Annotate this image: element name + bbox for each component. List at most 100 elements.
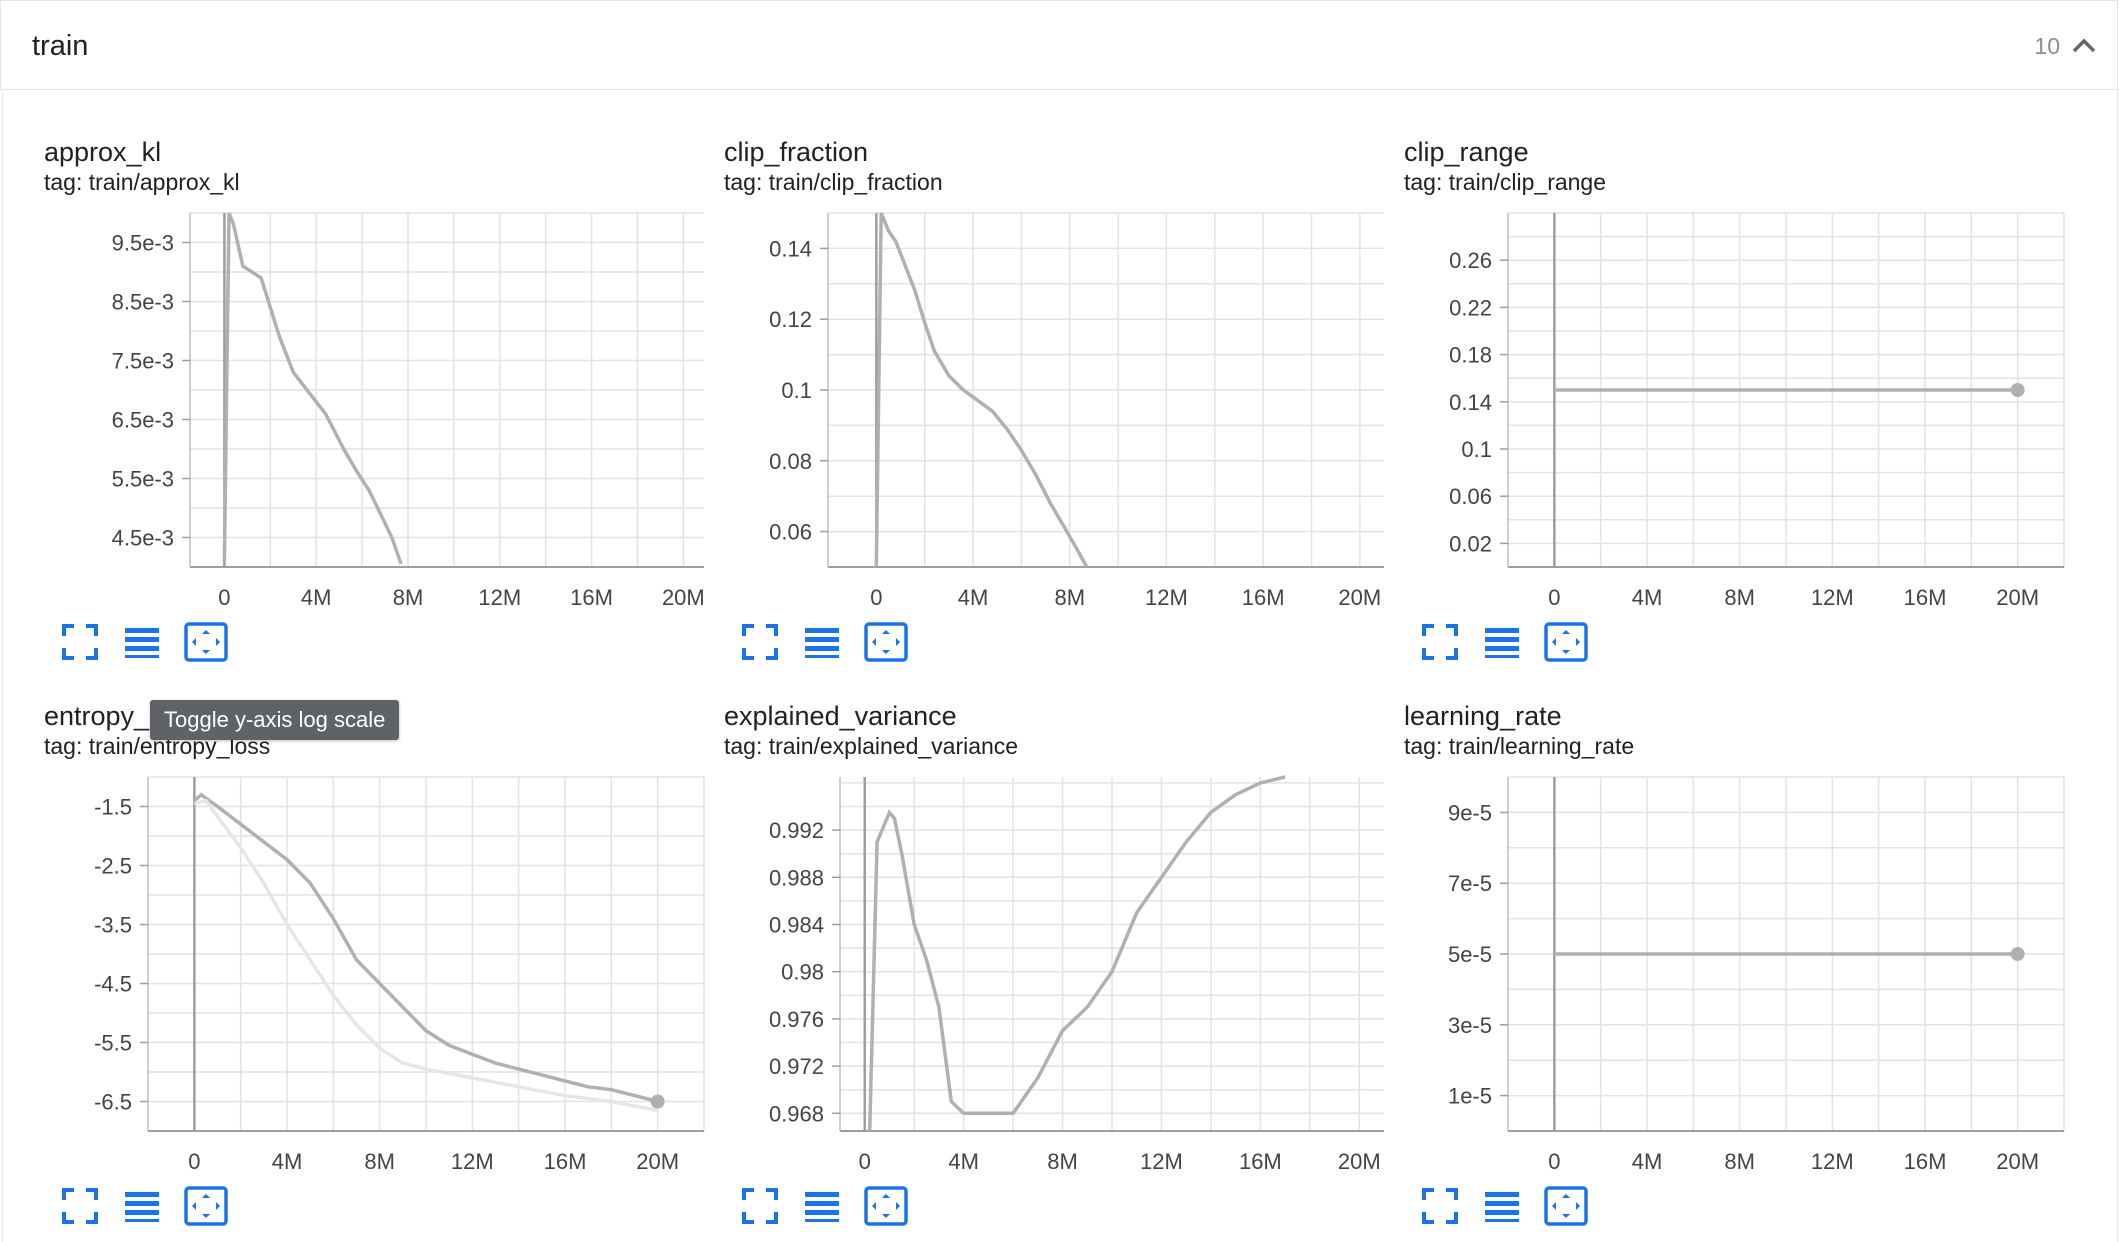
x-tick-label: 8M (364, 1149, 395, 1174)
toggle-log-scale-button[interactable] (122, 622, 166, 662)
chart-svg: 4.5e-3 5.5e-3 6.5e-3 7.5e-3 8.5e-3 9.5e-3 0 4M 8… (112, 212, 705, 610)
card-title: approx_kl (44, 137, 162, 167)
y-tick-label: -5.5 (94, 1031, 132, 1056)
section-count: 10 (2034, 33, 2060, 59)
chart-card: clip_fraction tag: train/clip_fraction 0.0… (724, 95, 1414, 662)
x-tick-label: 8M (393, 585, 424, 610)
fullscreen-button[interactable] (1420, 1186, 1464, 1226)
x-tick-label: 16M (570, 585, 613, 610)
card-title: clip_range (1404, 137, 1529, 167)
fit-domain-button[interactable] (864, 1186, 908, 1226)
toggle-log-scale-button[interactable] (802, 622, 846, 662)
fullscreen-icon (62, 624, 98, 660)
y-tick-label: 8.5e-3 (112, 290, 174, 315)
card-tag: tag: train/clip_range (1404, 169, 1607, 195)
card-title: explained_variance (724, 701, 957, 731)
fit-domain-button[interactable] (184, 622, 228, 662)
card-tag: tag: train/clip_fraction (724, 169, 943, 195)
series-line (222, 212, 403, 565)
chevron-up-icon[interactable] (2069, 31, 2099, 61)
fullscreen-button[interactable] (1420, 622, 1464, 662)
x-tick-label: 20M (1338, 1149, 1381, 1174)
fit-domain-icon (1544, 622, 1588, 662)
chart-svg: 0.02 0.06 0.1 0.14 0.18 0.22 0.26 0 4M 8M 12M 16M 20… (1449, 212, 2065, 610)
fit-domain-button[interactable] (184, 1186, 228, 1226)
tooltip: Toggle y-axis log scale (150, 700, 400, 740)
fullscreen-button[interactable] (60, 1186, 104, 1226)
y-tick-label: 7e-5 (1448, 871, 1492, 896)
fit-domain-icon (184, 622, 228, 662)
fit-domain-button[interactable] (864, 622, 908, 662)
toggle-log-scale-icon (125, 628, 159, 658)
y-tick-label: 0.26 (1449, 248, 1492, 273)
fullscreen-icon (1422, 624, 1458, 660)
y-tick-label: 1e-5 (1448, 1084, 1492, 1109)
series-line (193, 792, 659, 1104)
fullscreen-button[interactable] (740, 1186, 784, 1226)
x-tick-label: 16M (544, 1149, 587, 1174)
y-tick-label: 0.992 (769, 818, 824, 843)
series-endpoint (650, 1094, 665, 1109)
toggle-log-scale-button[interactable] (122, 1186, 166, 1226)
x-tick-label: 4M (272, 1149, 303, 1174)
y-tick-label: 0.976 (769, 1007, 824, 1032)
x-tick-label: 8M (1724, 585, 1755, 610)
toggle-log-scale-icon (125, 1192, 159, 1222)
x-tick-label: 4M (301, 585, 332, 610)
y-tick-label: 0.14 (1449, 390, 1492, 415)
y-tick-label: -1.5 (94, 795, 132, 820)
toggle-log-scale-icon (805, 1192, 839, 1222)
y-tick-label: 0.02 (1449, 531, 1492, 556)
fit-domain-icon (184, 1186, 228, 1226)
y-tick-label: 0.08 (769, 449, 812, 474)
x-tick-label: 12M (478, 585, 521, 610)
y-tick-label: 0.06 (1449, 484, 1492, 509)
x-tick-label: 20M (662, 585, 705, 610)
x-tick-label: 0 (870, 585, 882, 610)
fullscreen-icon (742, 1188, 778, 1224)
y-tick-label: -3.5 (94, 913, 132, 938)
y-tick-label: -6.5 (94, 1090, 132, 1115)
y-tick-label: 5e-5 (1448, 942, 1492, 967)
x-tick-label: 12M (1811, 585, 1854, 610)
y-tick-label: 0.988 (769, 865, 824, 890)
toggle-log-scale-button[interactable] (1482, 622, 1526, 662)
chart-svg: -6.5 -5.5 -4.5 -3.5 -2.5 -1.5 0 4M 8M 12M 16M 20M (94, 776, 705, 1174)
toggle-log-scale-button[interactable] (1482, 1186, 1526, 1226)
x-tick-label: 4M (948, 1149, 979, 1174)
toggle-log-scale-icon (1485, 628, 1519, 658)
y-tick-label: 0.1 (1461, 437, 1492, 462)
series-line (193, 798, 659, 1113)
y-tick-label: 6.5e-3 (112, 408, 174, 433)
fit-domain-button[interactable] (1544, 622, 1588, 662)
fit-domain-icon (1544, 1186, 1588, 1226)
y-tick-label: 9.5e-3 (112, 231, 174, 256)
x-tick-label: 0 (218, 585, 230, 610)
y-tick-label: 0.98 (781, 960, 824, 985)
x-tick-label: 16M (1904, 1149, 1947, 1174)
x-tick-label: 8M (1054, 585, 1085, 610)
x-tick-label: 16M (1239, 1149, 1282, 1174)
section-header[interactable]: train 10 (0, 0, 2118, 90)
chart-card: explained_variance tag: train/explained_v… (724, 659, 1414, 1226)
y-tick-label: 3e-5 (1448, 1013, 1492, 1038)
x-tick-label: 8M (1047, 1149, 1078, 1174)
y-tick-label: 4.5e-3 (112, 526, 174, 551)
section-title: train (32, 30, 89, 62)
x-tick-label: 20M (1996, 585, 2039, 610)
fullscreen-button[interactable] (740, 622, 784, 662)
toggle-log-scale-button[interactable] (802, 1186, 846, 1226)
fit-domain-icon (864, 1186, 908, 1226)
y-tick-label: 0.1 (781, 378, 812, 403)
chart-card: approx_kl tag: train/approx_kl 4.5e-3 5.5e-… (44, 95, 734, 662)
fullscreen-button[interactable] (60, 622, 104, 662)
series-line (867, 775, 1286, 1132)
toggle-log-scale-icon (1485, 1192, 1519, 1222)
fullscreen-icon (62, 1188, 98, 1224)
x-tick-label: 4M (958, 585, 989, 610)
card-title: entropy_ (44, 701, 150, 731)
card-title: learning_rate (1404, 701, 1562, 731)
series-line (874, 212, 1089, 568)
fit-domain-button[interactable] (1544, 1186, 1588, 1226)
y-tick-label: 0.14 (769, 236, 812, 261)
